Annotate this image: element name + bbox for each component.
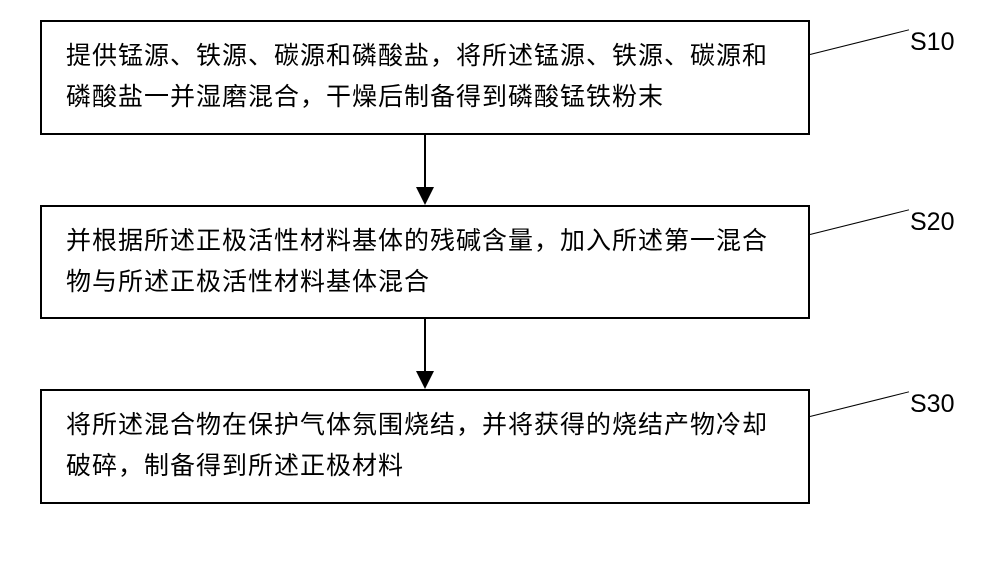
step-box-s20: 并根据所述正极活性材料基体的残碱含量，加入所述第一混合物与所述正极活性材料基体混… (40, 205, 810, 320)
connector-s10 (810, 29, 909, 55)
arrow-s10-s20 (40, 135, 810, 205)
arrow-head-icon (416, 187, 434, 205)
step-box-s10: 提供锰源、铁源、碳源和磷酸盐，将所述锰源、铁源、碳源和磷酸盐一并湿磨混合，干燥后… (40, 20, 810, 135)
flowchart-container: S10 提供锰源、铁源、碳源和磷酸盐，将所述锰源、铁源、碳源和磷酸盐一并湿磨混合… (40, 20, 960, 504)
step-label-s20: S20 (910, 208, 954, 237)
arrow-s20-s30 (40, 319, 810, 389)
step-label-s10: S10 (910, 28, 954, 57)
arrow-shaft-icon (424, 319, 426, 373)
step-text-s10: 提供锰源、铁源、碳源和磷酸盐，将所述锰源、铁源、碳源和磷酸盐一并湿磨混合，干燥后… (66, 36, 784, 119)
step-text-s20: 并根据所述正极活性材料基体的残碱含量，加入所述第一混合物与所述正极活性材料基体混… (66, 221, 784, 304)
connector-s20 (810, 209, 909, 235)
step-text-s30: 将所述混合物在保护气体氛围烧结，并将获得的烧结产物冷却破碎，制备得到所述正极材料 (66, 405, 784, 488)
step-box-s30: 将所述混合物在保护气体氛围烧结，并将获得的烧结产物冷却破碎，制备得到所述正极材料 (40, 389, 810, 504)
step-label-s30: S30 (910, 390, 954, 419)
arrow-head-icon (416, 371, 434, 389)
connector-s30 (810, 391, 909, 417)
arrow-shaft-icon (424, 135, 426, 189)
